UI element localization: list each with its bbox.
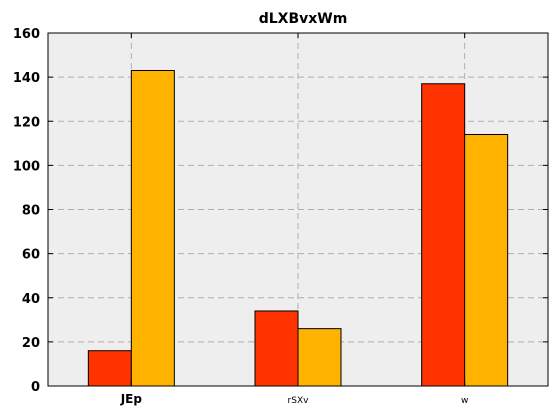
y-tick-label: 160 bbox=[13, 27, 40, 42]
y-axis-ticks: 0 20 40 60 80 100 120 140 160 bbox=[13, 27, 548, 395]
y-tick-label: 100 bbox=[13, 159, 40, 174]
y-tick-label: 0 bbox=[31, 380, 40, 395]
bars bbox=[87, 70, 509, 387]
bar-series-1-w bbox=[421, 83, 466, 387]
x-tick-label: JEp bbox=[120, 392, 143, 406]
x-tick-label: rSXv bbox=[288, 396, 310, 406]
y-tick-label: 20 bbox=[22, 336, 40, 351]
bar-series-1-JEp bbox=[87, 350, 132, 387]
chart-title: dLXBvxWm bbox=[259, 11, 348, 27]
x-tick-label: w bbox=[461, 396, 468, 406]
bar-series-2-rSXv bbox=[297, 328, 342, 387]
y-tick-label: 80 bbox=[22, 204, 40, 219]
bar-series-1-rSXv bbox=[254, 310, 299, 387]
x-axis-ticks: JEp rSXv w bbox=[120, 33, 468, 406]
y-tick-label: 40 bbox=[22, 292, 40, 307]
y-tick-label: 120 bbox=[13, 115, 40, 130]
y-tick-label: 60 bbox=[22, 248, 40, 263]
y-tick-label: 140 bbox=[13, 71, 40, 86]
bar-series-2-w bbox=[464, 133, 509, 387]
bar-series-2-JEp bbox=[130, 70, 175, 387]
